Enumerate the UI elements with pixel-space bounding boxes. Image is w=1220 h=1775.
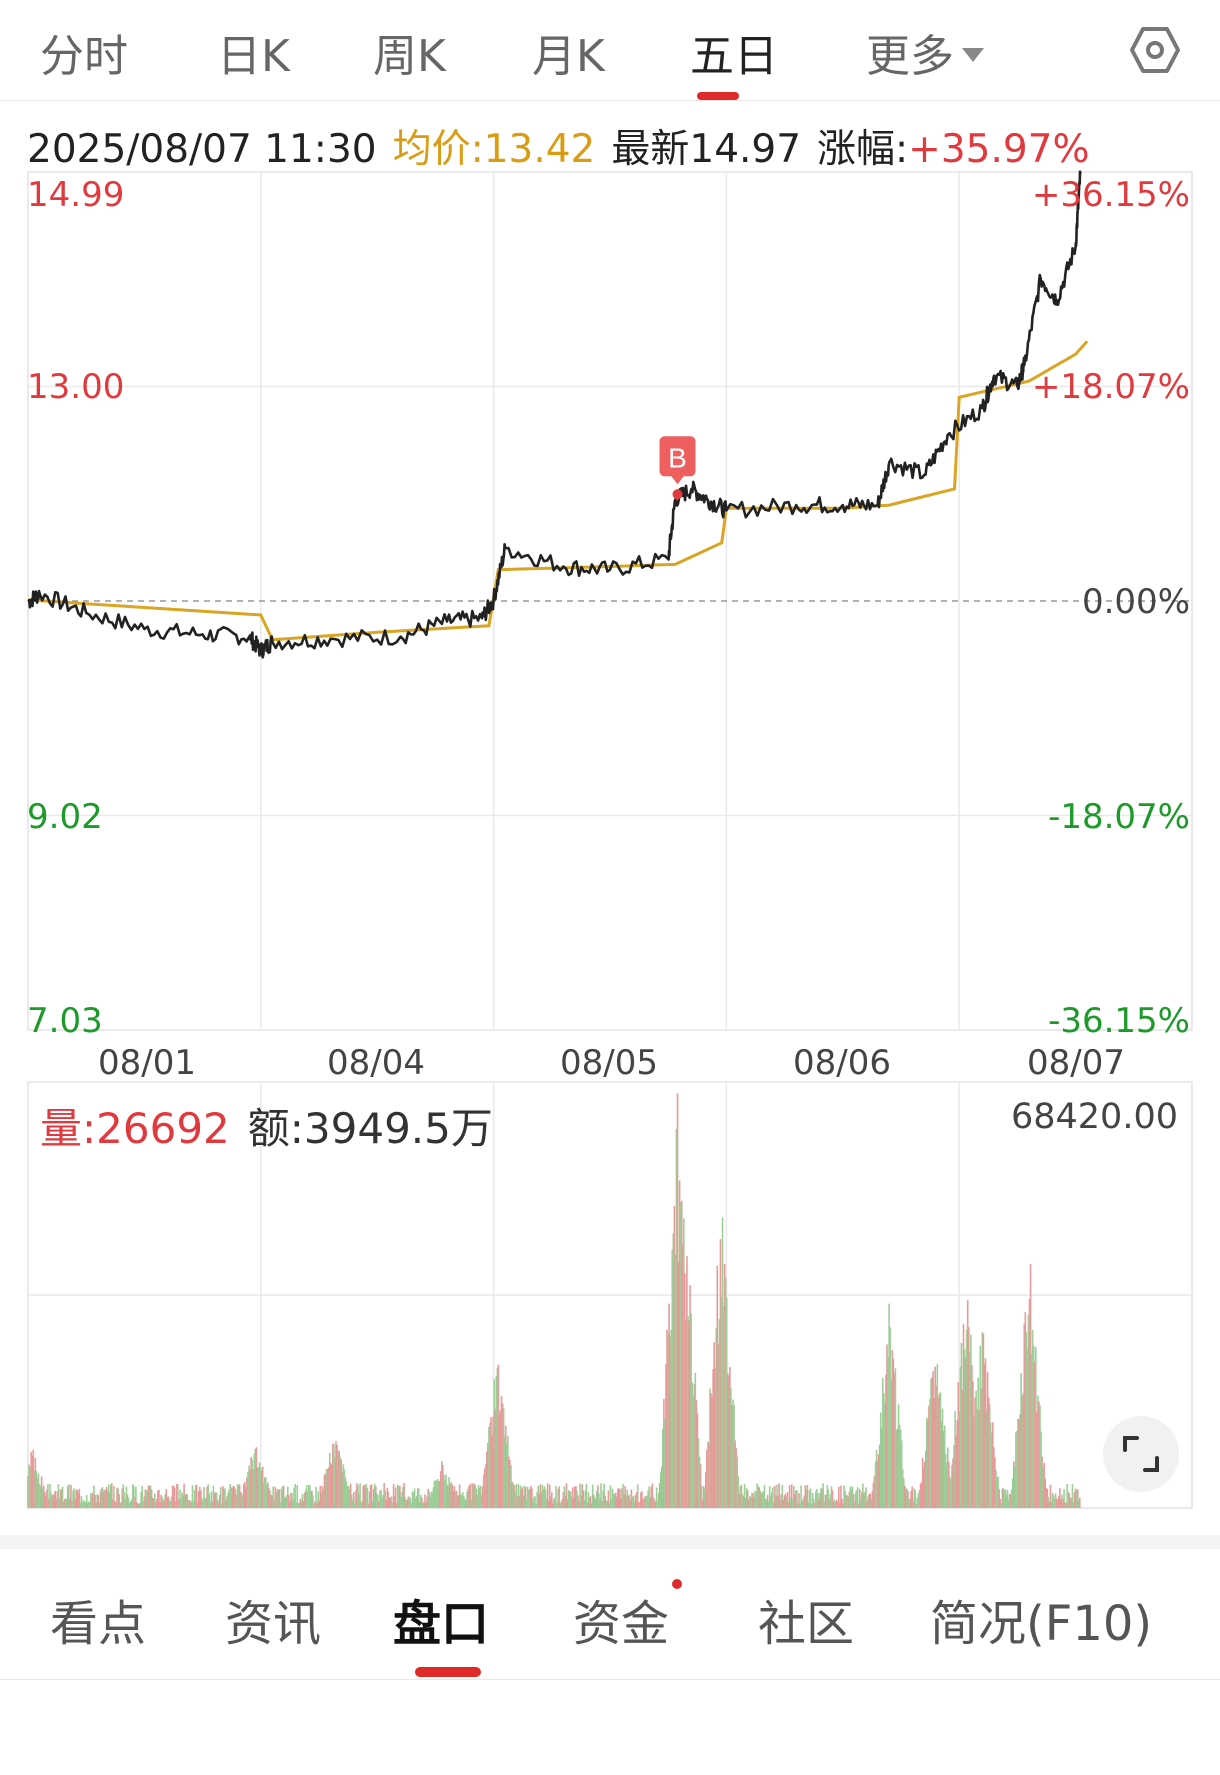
settings-icon[interactable]: [1130, 25, 1180, 75]
buy-marker-dot: [672, 489, 683, 500]
price-panel-frame: [27, 171, 1193, 1031]
change-label: 涨幅:: [817, 127, 909, 172]
tab-daily-k[interactable]: 日K: [217, 31, 290, 82]
amount-value: 额:3949.5万: [247, 1104, 493, 1153]
tab-company-profile[interactable]: 简况(F10): [930, 1596, 1153, 1652]
period-tab-bar: 分时 日K 周K 月K 五日 更多: [0, 0, 1220, 101]
date-label: 08/07: [1027, 1043, 1125, 1083]
tab-more[interactable]: 更多: [866, 20, 984, 84]
price-line: [27, 170, 1082, 659]
tab-community[interactable]: 社区: [758, 1596, 855, 1652]
pct-tick-label: +18.07%: [1031, 367, 1190, 407]
buy-marker-badge: [659, 436, 696, 477]
tab-more-label: 更多: [866, 31, 954, 82]
price-tick-label: 13.00: [27, 367, 125, 407]
volume-max-label: 68420.00: [1010, 1097, 1178, 1137]
pct-tick-label: +36.15%: [1031, 175, 1190, 215]
tab-five-day[interactable]: 五日: [690, 31, 778, 82]
quote-info-line: 2025/08/07 11:30 均价:13.42 最新14.97 涨幅:+35.97…: [27, 118, 1106, 174]
change-value: +35.97%: [908, 127, 1090, 172]
tab-weekly-k[interactable]: 周K: [373, 31, 446, 82]
price-tick-label: 14.99: [27, 175, 125, 215]
pct-tick-label: 0.00%: [1081, 582, 1190, 622]
section-separator: [0, 1535, 1220, 1549]
fullscreen-button[interactable]: [1103, 1416, 1179, 1492]
avg-price: 均价:13.42: [392, 127, 596, 172]
date-label: 08/05: [560, 1043, 658, 1083]
five-day-chart[interactable]: B: [0, 0, 1220, 1540]
tab-news[interactable]: 资讯: [225, 1596, 322, 1652]
latest-price: 最新14.97: [611, 127, 802, 172]
buy-marker-pointer: [670, 475, 685, 485]
notification-dot: [672, 1579, 682, 1589]
volume-value: 量:26692: [40, 1104, 230, 1153]
tab-intraday[interactable]: 分时: [40, 31, 128, 82]
date-label: 08/01: [98, 1043, 196, 1083]
pct-tick-label: -18.07%: [1048, 797, 1190, 837]
price-tick-label: 9.02: [27, 797, 103, 837]
price-tick-label: 7.03: [27, 1001, 103, 1041]
bottom-tab-bar: 看点 资讯 盘口 资金 社区 简况(F10): [0, 1549, 1220, 1680]
expand-icon: [1123, 1436, 1159, 1472]
tab-order-book[interactable]: 盘口: [393, 1596, 490, 1652]
volume-info: 量:26692 额:3949.5万: [40, 1095, 493, 1156]
quote-datetime: 2025/08/07 11:30: [27, 127, 377, 172]
buy-marker-label: B: [668, 442, 687, 473]
tab-monthly-k[interactable]: 月K: [532, 31, 605, 82]
dropdown-arrow-icon: [962, 48, 984, 62]
date-label: 08/06: [793, 1043, 891, 1083]
avg-price-line: [27, 340, 1089, 642]
tab-highlights[interactable]: 看点: [50, 1596, 147, 1652]
date-label: 08/04: [327, 1043, 425, 1083]
active-tab-indicator: [697, 92, 739, 100]
pct-tick-label: -36.15%: [1048, 1001, 1190, 1041]
tab-capital-flow[interactable]: 资金: [573, 1596, 670, 1652]
active-bottom-tab-indicator: [415, 1667, 481, 1677]
